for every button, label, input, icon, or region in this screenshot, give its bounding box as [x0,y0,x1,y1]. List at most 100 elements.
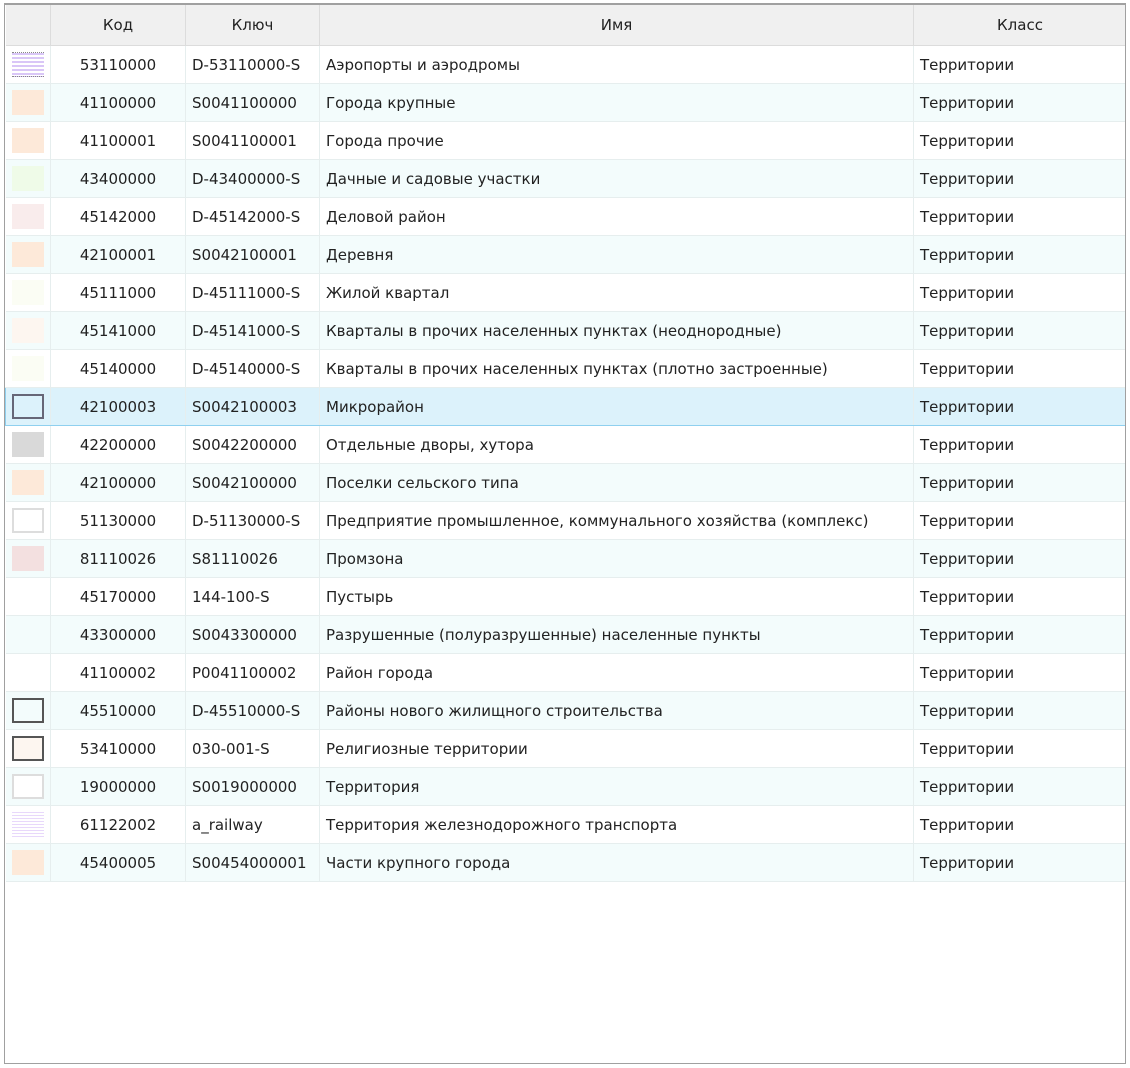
code-cell: 45170000 [50,577,186,616]
table-row[interactable]: 19000000 S0019000000 Территория Территор… [5,767,1125,806]
key-cell: D-43400000-S [185,159,320,198]
name-cell: Религиозные территории [319,729,914,768]
table-row[interactable]: 45400005 S00454000001 Части крупного гор… [5,843,1125,882]
table-header: Код Ключ Имя Класс [5,5,1125,46]
style-swatch-icon [11,736,44,761]
class-cell: Территории [913,463,1125,502]
class-cell: Территории [913,843,1125,882]
swatch-cell [5,197,51,236]
style-swatch-icon [11,698,44,723]
table-row[interactable]: 43300000 S0043300000 Разрушенные (полура… [5,615,1125,654]
class-cell: Территории [913,691,1125,730]
column-header-class[interactable]: Класс [913,5,1125,46]
style-swatch-icon [11,280,44,305]
key-cell: S0041100001 [185,121,320,160]
class-cell: Территории [913,615,1125,654]
table-row[interactable]: 41100002 P0041100002 Район города Террит… [5,653,1125,692]
class-cell: Территории [913,653,1125,692]
table-row[interactable]: 41100001 S0041100001 Города прочие Терри… [5,121,1125,160]
code-cell: 45142000 [50,197,186,236]
class-cell: Территории [913,805,1125,844]
code-cell: 61122002 [50,805,186,844]
key-cell: S00454000001 [185,843,320,882]
swatch-cell [5,577,51,616]
swatch-cell [5,805,51,844]
class-cell: Территории [913,767,1125,806]
style-swatch-icon [12,394,44,419]
code-cell: 43300000 [50,615,186,654]
class-cell: Территории [913,577,1125,616]
column-header-swatch[interactable] [5,5,51,46]
code-cell: 45141000 [50,311,186,350]
column-header-name[interactable]: Имя [319,5,914,46]
table-row[interactable]: 81110026 S81110026 Промзона Территории [5,539,1125,578]
code-cell: 45400005 [50,843,186,882]
code-cell: 45510000 [50,691,186,730]
class-cell: Территории [913,539,1125,578]
class-cell: Территории [913,45,1125,84]
key-cell: S0019000000 [185,767,320,806]
swatch-cell [5,45,51,84]
name-cell: Пустырь [319,577,914,616]
name-cell: Район города [319,653,914,692]
key-cell: S0042100001 [185,235,320,274]
swatch-cell [5,653,51,692]
code-cell: 53110000 [50,45,186,84]
style-swatch-icon [11,470,44,495]
table-row[interactable]: 42100000 S0042100000 Поселки сельского т… [5,463,1125,502]
key-cell: S0041100000 [185,83,320,122]
swatch-cell [5,311,51,350]
style-swatch-icon [11,204,44,229]
swatch-cell [5,159,51,198]
key-cell: D-45510000-S [185,691,320,730]
style-swatch-icon [11,318,44,343]
style-swatch-icon [11,774,44,799]
table-row[interactable]: 45142000 D-45142000-S Деловой район Терр… [5,197,1125,236]
table-row[interactable]: 45140000 D-45140000-S Кварталы в прочих … [5,349,1125,388]
name-cell: Деловой район [319,197,914,236]
name-cell: Деревня [319,235,914,274]
style-swatch-icon [11,356,44,381]
key-cell: D-45111000-S [185,273,320,312]
name-cell: Районы нового жилищного строительства [319,691,914,730]
code-cell: 45140000 [50,349,186,388]
key-cell: D-53110000-S [185,45,320,84]
style-swatch-icon [11,546,44,571]
table-row[interactable]: 45111000 D-45111000-S Жилой квартал Терр… [5,273,1125,312]
table-row[interactable]: 51130000 D-51130000-S Предприятие промыш… [5,501,1125,540]
name-cell: Аэропорты и аэродромы [319,45,914,84]
code-cell: 45111000 [50,273,186,312]
table-row[interactable]: 42100001 S0042100001 Деревня Территории [5,235,1125,274]
name-cell: Кварталы в прочих населенных пунктах (не… [319,311,914,350]
table-row[interactable]: 43400000 D-43400000-S Дачные и садовые у… [5,159,1125,198]
table-row[interactable]: 53410000 030-001-S Религиозные территори… [5,729,1125,768]
class-cell: Территории [913,159,1125,198]
key-cell: P0041100002 [185,653,320,692]
column-header-code[interactable]: Код [50,5,186,46]
name-cell: Разрушенные (полуразрушенные) населенные… [319,615,914,654]
table-row[interactable]: 45510000 D-45510000-S Районы нового жили… [5,691,1125,730]
table-row[interactable]: 41100000 S0041100000 Города крупные Терр… [5,83,1125,122]
code-cell: 42100001 [50,235,186,274]
table-row[interactable]: 45170000 144-100-S Пустырь Территории [5,577,1125,616]
key-cell: S0042100000 [185,463,320,502]
key-cell: S0042200000 [185,425,320,464]
name-cell: Территория [319,767,914,806]
code-cell: 43400000 [50,159,186,198]
class-cell: Территории [913,83,1125,122]
name-cell: Поселки сельского типа [319,463,914,502]
name-cell: Города прочие [319,121,914,160]
class-cell: Территории [913,387,1125,426]
style-swatch-icon [11,128,44,153]
table-row[interactable]: 45141000 D-45141000-S Кварталы в прочих … [5,311,1125,350]
table-row[interactable]: 53110000 D-53110000-S Аэропорты и аэродр… [5,45,1125,84]
table-row[interactable]: 42200000 S0042200000 Отдельные дворы, ху… [5,425,1125,464]
code-cell: 81110026 [50,539,186,578]
name-cell: Территория железнодорожного транспорта [319,805,914,844]
table-row[interactable]: 42100003 S0042100003 Микрорайон Территор… [5,387,1125,426]
swatch-cell [5,501,51,540]
class-cell: Территории [913,729,1125,768]
column-header-key[interactable]: Ключ [185,5,320,46]
table-row[interactable]: 61122002 a_railway Территория железнодор… [5,805,1125,844]
class-cell: Территории [913,349,1125,388]
